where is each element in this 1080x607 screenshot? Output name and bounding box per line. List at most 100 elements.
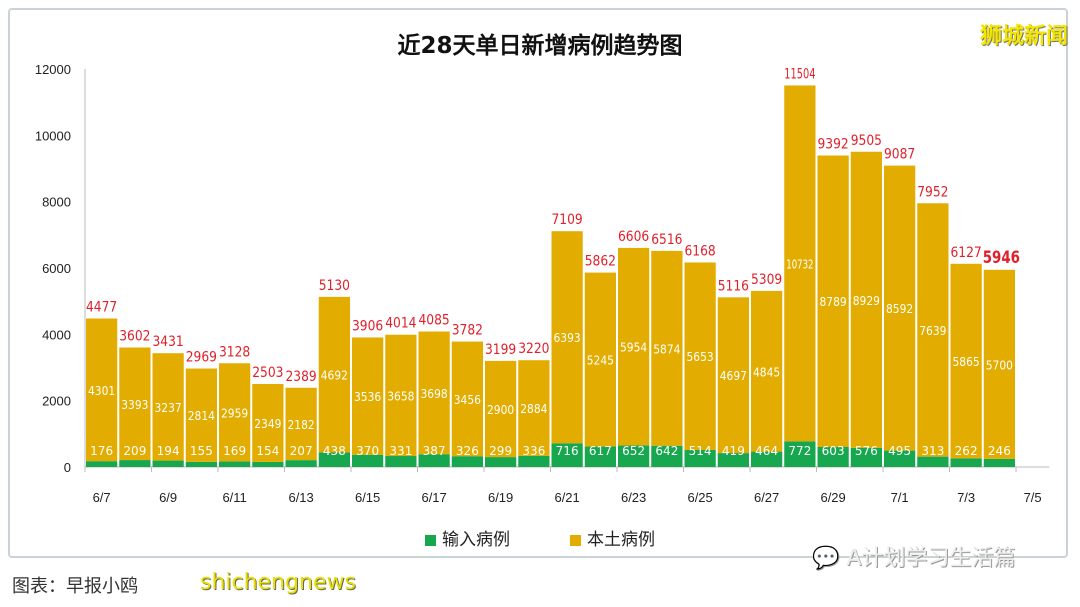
data-label-imported: 331 (389, 444, 412, 458)
y-tick-label: 2000 (42, 394, 71, 409)
data-label-imported: 336 (522, 444, 545, 458)
data-label-total: 3128 (219, 344, 250, 360)
data-label-total: 5309 (751, 272, 782, 288)
bar-local (86, 318, 118, 462)
data-label-imported: 326 (456, 444, 479, 458)
watermark-bottom: 💬 A计划学习生活篇 (812, 546, 1016, 571)
data-label-local: 3536 (354, 390, 381, 404)
data-label-total: 2389 (286, 369, 317, 385)
data-label-imported: 603 (822, 444, 845, 458)
bar-local (252, 383, 284, 462)
data-label-total: 2503 (252, 365, 283, 381)
data-label-total: 5130 (319, 278, 350, 294)
data-label-imported: 617 (589, 444, 612, 458)
bar-local (651, 250, 683, 446)
data-label-imported: 154 (256, 444, 279, 458)
data-label-local: 5954 (620, 341, 647, 355)
legend-label-imported: 输入病例 (442, 530, 510, 550)
data-label-local: 3698 (421, 387, 448, 401)
data-label-total: 11504 (784, 66, 815, 82)
data-label-local: 4845 (753, 365, 780, 379)
data-label-local: 4301 (88, 384, 115, 398)
data-label-total: 3431 (153, 334, 184, 350)
x-tick-label: 7/3 (957, 490, 975, 505)
data-label-local: 2182 (288, 418, 315, 432)
x-tick-label: 6/15 (355, 490, 380, 505)
data-label-local: 2959 (221, 406, 248, 420)
data-label-total: 6127 (951, 245, 982, 261)
bar-local (684, 262, 716, 450)
y-tick-label: 10000 (35, 128, 71, 143)
data-label-imported: 313 (921, 444, 944, 458)
data-label-total: 3199 (485, 342, 516, 358)
bar-imported (385, 456, 417, 467)
bar-local (185, 368, 217, 462)
data-label-imported: 772 (788, 444, 811, 458)
bar-imported (884, 450, 916, 467)
bar-local (784, 85, 816, 442)
data-label-local: 5865 (953, 355, 980, 369)
data-label-local: 3237 (155, 401, 182, 415)
x-tick-label: 6/13 (288, 490, 313, 505)
source-text: 图表：早报小鸥 (12, 576, 138, 597)
data-label-imported: 495 (888, 444, 911, 458)
x-tick-label: 6/27 (754, 490, 779, 505)
data-label-total: 4085 (419, 313, 450, 329)
data-label-imported: 155 (190, 444, 213, 458)
bar-local (817, 155, 849, 448)
data-label-imported: 438 (323, 444, 346, 458)
bar-local (285, 387, 317, 461)
x-tick-label: 7/1 (891, 490, 909, 505)
data-label-local: 5874 (653, 342, 680, 356)
data-label-imported: 387 (423, 444, 446, 458)
x-tick-label: 6/17 (421, 490, 446, 505)
data-label-local: 8789 (820, 295, 847, 309)
data-label-local: 5245 (587, 354, 614, 368)
bar-local (850, 151, 882, 448)
data-label-local: 2814 (188, 409, 215, 423)
y-tick-label: 0 (64, 460, 71, 475)
y-tick-label: 12000 (35, 62, 71, 77)
bar-local (717, 297, 749, 454)
legend: 输入病例 本土病例 (0, 525, 1080, 550)
bar-imported (518, 455, 550, 467)
bar-local (884, 165, 916, 451)
bar-imported (451, 456, 483, 467)
bar-local (618, 247, 650, 446)
bar-local (584, 272, 616, 447)
data-label-total: 4014 (385, 316, 416, 332)
legend-item-local: 本土病例 (570, 525, 655, 550)
data-label-imported: 169 (223, 444, 246, 458)
bar-imported (784, 441, 816, 467)
bar-imported (717, 453, 749, 467)
bar-imported (551, 443, 583, 467)
y-tick-label: 8000 (42, 195, 71, 210)
data-label-local: 5653 (687, 350, 714, 364)
bar-local (518, 360, 550, 456)
chart-title: 近28天单日新增病例趋势图 (397, 33, 683, 59)
data-label-local: 8929 (853, 294, 880, 308)
bar-imported (119, 460, 151, 467)
bar-local (950, 263, 982, 459)
data-label-local: 3658 (387, 389, 414, 403)
data-label-imported: 299 (489, 444, 512, 458)
data-label-local: 3393 (121, 398, 148, 412)
bar-imported (618, 445, 650, 467)
x-tick-label: 6/7 (93, 490, 111, 505)
bar-imported (950, 458, 982, 467)
data-label-total: 9505 (851, 133, 882, 149)
legend-item-imported: 输入病例 (425, 525, 510, 550)
bar-local (418, 331, 450, 455)
data-label-total: 9087 (884, 147, 915, 163)
bar-imported (983, 458, 1015, 467)
data-label-imported: 514 (689, 444, 712, 458)
data-label-imported: 262 (955, 444, 978, 458)
data-label-local: 4692 (321, 369, 348, 383)
x-tick-label: 6/23 (621, 490, 646, 505)
data-label-imported: 209 (123, 444, 146, 458)
bar-imported (817, 447, 849, 467)
source-watermark: shichengnews (200, 570, 356, 595)
data-label-imported: 194 (157, 444, 180, 458)
bar-local (917, 203, 949, 457)
